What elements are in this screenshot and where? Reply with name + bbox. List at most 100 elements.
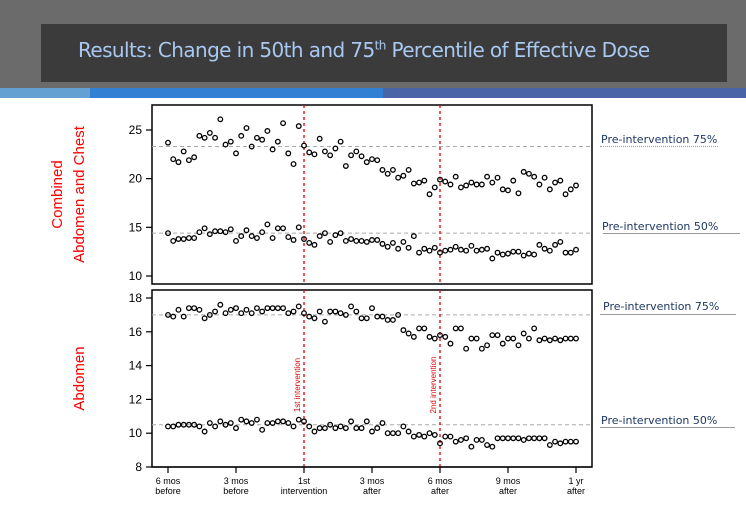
data-point bbox=[206, 311, 213, 318]
data-point bbox=[405, 166, 412, 173]
data-point bbox=[217, 418, 224, 425]
data-point bbox=[306, 423, 313, 430]
data-point bbox=[494, 174, 501, 181]
data-point bbox=[400, 327, 407, 334]
data-point bbox=[201, 225, 208, 232]
data-point bbox=[536, 181, 543, 188]
data-point bbox=[316, 135, 323, 142]
data-point bbox=[552, 179, 559, 186]
data-point bbox=[238, 416, 245, 423]
data-point bbox=[206, 420, 213, 427]
data-point bbox=[217, 301, 224, 308]
data-point bbox=[280, 305, 287, 312]
data-point bbox=[499, 251, 506, 258]
data-point bbox=[321, 425, 328, 432]
data-point bbox=[525, 250, 532, 257]
data-point bbox=[212, 423, 219, 430]
data-point bbox=[494, 332, 501, 339]
data-point bbox=[316, 308, 323, 315]
x-tick-label: 9 mos bbox=[496, 476, 521, 486]
x-tick-label: after bbox=[363, 486, 381, 496]
data-point bbox=[447, 181, 454, 188]
title-part-2: Percentile of Effective Dose bbox=[385, 38, 650, 62]
data-point bbox=[170, 238, 177, 244]
data-point bbox=[410, 180, 417, 187]
data-point bbox=[311, 428, 318, 435]
annotation-top-75: Pre-intervention 75% bbox=[601, 133, 718, 146]
title-banner: Results: Change in 50th and 75th Percent… bbox=[0, 0, 746, 88]
x-tick-label: 3 mos bbox=[360, 476, 385, 486]
data-point bbox=[285, 310, 292, 317]
data-point bbox=[567, 186, 574, 193]
data-point bbox=[562, 191, 569, 198]
data-point bbox=[567, 249, 574, 256]
data-point bbox=[321, 318, 328, 325]
data-point bbox=[332, 232, 339, 239]
data-point bbox=[505, 250, 511, 257]
data-point bbox=[489, 255, 496, 262]
annotation-bottom-50-underline bbox=[600, 427, 735, 428]
data-point bbox=[520, 252, 527, 259]
data-point bbox=[395, 430, 402, 437]
data-point bbox=[520, 330, 527, 337]
data-point bbox=[222, 229, 229, 236]
y-tick-label: 12 bbox=[129, 392, 143, 406]
data-point bbox=[421, 177, 428, 184]
y-axis-label: Abdomen and Chest bbox=[71, 125, 88, 263]
data-point bbox=[348, 303, 355, 310]
annotation-bottom-50: Pre-intervention 50% bbox=[601, 414, 718, 427]
data-point bbox=[342, 238, 349, 244]
data-point bbox=[410, 433, 417, 440]
data-point bbox=[384, 243, 391, 250]
data-point bbox=[505, 187, 511, 194]
data-point bbox=[552, 438, 559, 445]
data-point bbox=[457, 184, 464, 191]
data-point bbox=[379, 166, 386, 173]
data-point bbox=[457, 246, 464, 253]
data-point bbox=[353, 148, 360, 155]
data-point bbox=[233, 150, 239, 157]
data-point bbox=[327, 421, 334, 428]
data-point bbox=[337, 138, 344, 145]
y-tick-label: 10 bbox=[129, 426, 143, 440]
data-point bbox=[395, 174, 402, 181]
data-point bbox=[222, 421, 229, 428]
data-point bbox=[243, 306, 250, 313]
data-point bbox=[515, 342, 522, 349]
data-point bbox=[259, 426, 266, 433]
y-tick-label: 15 bbox=[129, 220, 143, 234]
data-point bbox=[478, 345, 485, 352]
data-point bbox=[191, 235, 198, 241]
data-point bbox=[484, 442, 491, 448]
data-point bbox=[348, 152, 355, 159]
data-point bbox=[259, 308, 266, 315]
data-point bbox=[175, 306, 182, 313]
data-point bbox=[217, 228, 224, 235]
data-point bbox=[170, 423, 177, 430]
data-point bbox=[510, 335, 517, 342]
data-point bbox=[212, 134, 219, 141]
data-point bbox=[484, 342, 491, 349]
data-point bbox=[348, 236, 355, 242]
data-point bbox=[510, 177, 517, 184]
data-point bbox=[180, 148, 187, 155]
data-point bbox=[264, 221, 271, 228]
data-point bbox=[416, 249, 423, 256]
data-point bbox=[405, 244, 412, 251]
data-point bbox=[536, 337, 543, 344]
data-point bbox=[463, 435, 470, 442]
data-point bbox=[363, 159, 370, 166]
data-point bbox=[233, 425, 239, 432]
plot-frame bbox=[151, 289, 593, 468]
data-point bbox=[201, 428, 208, 435]
data-point bbox=[306, 149, 313, 156]
data-point bbox=[222, 141, 229, 148]
data-point bbox=[395, 311, 402, 318]
data-point bbox=[437, 176, 443, 183]
data-point bbox=[410, 233, 417, 240]
data-point bbox=[452, 173, 459, 180]
data-point bbox=[374, 425, 381, 432]
data-point bbox=[233, 238, 239, 244]
data-point bbox=[426, 333, 433, 340]
data-point bbox=[269, 420, 276, 427]
